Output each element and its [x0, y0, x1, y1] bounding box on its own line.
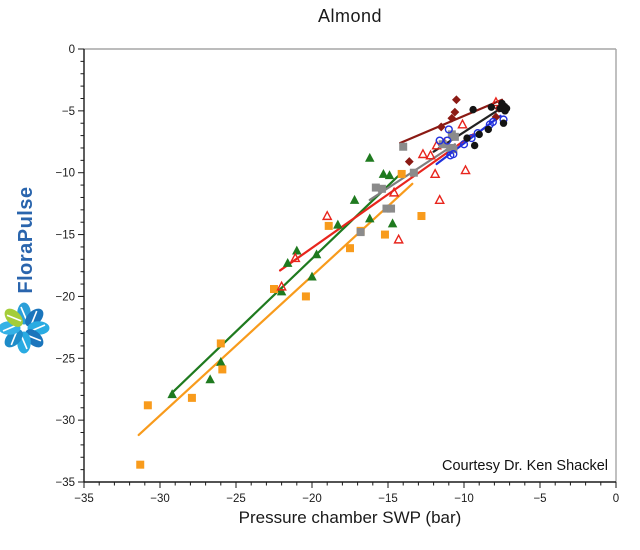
y-tick-label: −25	[55, 353, 75, 365]
orange-squares-point	[216, 339, 225, 348]
red-line	[278, 133, 475, 272]
gray-squares-point	[387, 204, 396, 213]
orange-line	[137, 182, 414, 437]
black-circles-point	[502, 104, 511, 113]
orange-squares-point	[324, 221, 333, 230]
red-open-triangles-point	[431, 139, 442, 150]
x-tick-label: −25	[226, 493, 246, 505]
red-open-triangles-point	[434, 194, 445, 204]
green-line	[169, 171, 403, 396]
x-tick-label: −5	[533, 493, 546, 505]
black-circles-point	[470, 141, 479, 150]
x-tick-label: −20	[302, 493, 322, 505]
x-tick-label: −15	[378, 493, 398, 505]
green-triangles-point	[365, 152, 375, 162]
red-open-triangles-point	[457, 118, 468, 129]
orange-squares-point	[346, 244, 354, 253]
gray-squares-point	[371, 183, 380, 192]
green-triangles-point	[349, 194, 360, 204]
gray-squares-point	[449, 145, 458, 154]
y-tick-label: −20	[55, 291, 75, 303]
orange-squares-point	[397, 169, 406, 178]
blue-open-circles-point	[444, 125, 453, 134]
green-triangles-point	[307, 271, 317, 281]
flower-petal	[4, 308, 23, 327]
orange-squares-point	[218, 365, 227, 374]
gray-squares-point	[438, 140, 447, 149]
x-tick-label: −10	[454, 493, 474, 505]
blue-open-circles-point	[488, 117, 497, 127]
orange-squares-point	[270, 285, 278, 294]
red-open-triangles-point	[321, 210, 333, 221]
y-tick-label: −35	[55, 477, 75, 489]
gray-squares-point	[356, 228, 365, 237]
green-triangles-point	[292, 245, 302, 255]
black-circles-point	[463, 134, 471, 142]
red-open-triangles-point	[460, 164, 471, 175]
y-tick-label: 0	[69, 44, 75, 56]
green-triangles-point	[276, 286, 287, 296]
orange-squares-point	[143, 401, 152, 410]
maroon-diamonds-point	[404, 157, 414, 166]
maroon-diamonds-point	[452, 95, 461, 105]
green-triangles-point	[387, 218, 398, 228]
black-circles-point	[484, 125, 493, 134]
florapulse-flower-icon	[0, 302, 50, 354]
green-triangles-point	[205, 374, 215, 384]
red-open-triangles-point	[490, 96, 502, 107]
maroon-diamonds-point	[436, 122, 446, 132]
red-open-triangles-point	[417, 148, 429, 159]
gray-squares-point	[450, 132, 459, 141]
x-tick-label: −30	[150, 493, 170, 505]
gray-squares-point	[409, 168, 418, 177]
red-open-triangles-point	[393, 233, 404, 244]
green-triangles-point	[311, 249, 322, 259]
y-tick-label: −10	[55, 168, 75, 180]
black-circles-point	[499, 119, 508, 127]
maroon-diamonds-point	[450, 107, 460, 117]
green-triangles-point	[384, 170, 395, 180]
chart-title: Almond	[317, 6, 383, 26]
gray-squares-point	[377, 184, 386, 193]
green-triangles-point	[167, 389, 177, 399]
y-tick-label: −15	[55, 230, 75, 242]
orange-squares-point	[187, 393, 196, 402]
green-triangles-point	[365, 213, 375, 223]
blue-open-circles-point	[435, 136, 444, 145]
orange-squares-point	[380, 230, 389, 239]
blue-open-circles-point	[443, 136, 452, 145]
gray-squares-point	[382, 204, 391, 213]
courtesy-text: Courtesy Dr. Ken Shackel	[441, 458, 608, 474]
orange-squares-point	[136, 460, 145, 469]
orange-squares-point	[301, 292, 310, 301]
maroon-diamonds-point	[491, 112, 501, 122]
red-open-triangles-point	[290, 252, 301, 263]
green-triangles-point	[216, 356, 226, 366]
black-circles-point	[469, 105, 477, 114]
red-open-triangles-point	[388, 186, 400, 197]
blue-open-circles-point	[459, 140, 469, 149]
x-axis-label: Pressure chamber SWP (bar)	[238, 508, 462, 527]
green-triangles-point	[282, 258, 293, 267]
maroon-diamonds-point	[447, 113, 457, 123]
orange-squares-point	[417, 212, 426, 221]
red-open-triangles-point	[276, 280, 287, 291]
x-tick-label: 0	[613, 493, 619, 505]
black-circles-point	[475, 130, 483, 139]
x-tick-label: −35	[74, 493, 94, 505]
black-circles-point	[487, 103, 496, 111]
red-open-triangles-point	[429, 168, 441, 179]
y-tick-label: −5	[62, 106, 75, 118]
blue-open-circles-point	[449, 150, 458, 159]
florapulse-logo-text: FloraPulse	[15, 186, 37, 294]
green-triangles-point	[378, 168, 389, 178]
green-triangles-point	[333, 219, 343, 229]
gray-squares-point	[399, 142, 408, 151]
red-open-triangles-point	[425, 149, 436, 160]
y-tick-label: −30	[55, 415, 75, 427]
